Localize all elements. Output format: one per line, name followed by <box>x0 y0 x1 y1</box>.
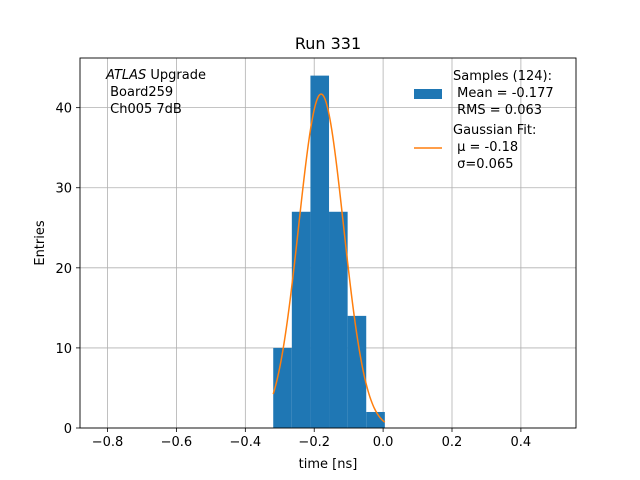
histogram-bars <box>273 75 385 428</box>
x-axis-label: time [ns] <box>299 457 358 472</box>
histogram-bar <box>366 411 385 428</box>
annotation-text: Board259 <box>106 85 173 100</box>
y-tick-label: 20 <box>55 262 72 277</box>
legend: Samples (124): Mean = -0.177 RMS = 0.063… <box>414 69 554 172</box>
annotation-line: Ch005 7dB <box>106 102 182 117</box>
annotation-text: Upgrade <box>146 68 206 83</box>
histogram-bar <box>329 211 348 428</box>
x-tick-label: −0.4 <box>230 435 262 450</box>
y-tick-label: 0 <box>64 422 72 437</box>
y-axis-ticks: 0 10 20 30 40 <box>55 102 80 437</box>
histogram-bar <box>273 347 292 428</box>
annotation-text: Ch005 7dB <box>106 102 182 117</box>
x-axis-ticks: −0.8 −0.6 −0.4 −0.2 0.0 0.2 0.4 <box>92 428 531 450</box>
legend-label: Gaussian Fit: μ = -0.18 σ=0.065 <box>453 123 536 172</box>
x-tick-label: 0.2 <box>442 435 463 450</box>
histogram-bar <box>291 211 311 428</box>
x-tick-label: −0.6 <box>161 435 193 450</box>
x-tick-label: −0.8 <box>92 435 124 450</box>
x-tick-label: 0.0 <box>373 435 394 450</box>
atlas-annotation: ATLAS Upgrade Board259 Ch005 7dB <box>105 68 206 117</box>
annotation-italic: ATLAS <box>105 68 146 83</box>
legend-label: Samples (124): Mean = -0.177 RMS = 0.063 <box>453 69 554 118</box>
y-axis-label: Entries <box>33 220 48 266</box>
annotation-line: Board259 <box>106 85 173 100</box>
plot-frame <box>79 57 577 429</box>
histogram-bar <box>347 315 367 428</box>
legend-swatch-samples <box>414 89 442 99</box>
y-tick-label: 30 <box>55 182 72 197</box>
x-tick-label: −0.2 <box>298 435 330 450</box>
chart-title: Run 331 <box>295 34 361 53</box>
annotation-line: ATLAS Upgrade <box>105 68 206 83</box>
gaussian-fit-line <box>272 93 386 423</box>
y-tick-label: 10 <box>55 342 72 357</box>
histogram-bar <box>310 75 330 428</box>
x-tick-label: 0.4 <box>511 435 532 450</box>
y-tick-label: 40 <box>55 102 72 117</box>
